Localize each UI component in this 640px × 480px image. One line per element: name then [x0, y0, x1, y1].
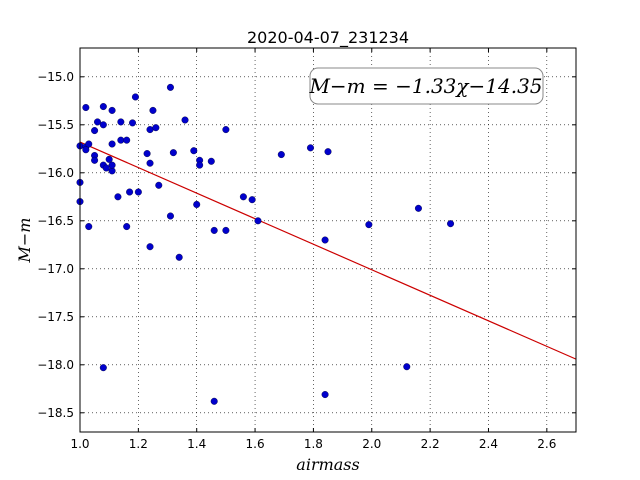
annotation-box: [309, 67, 544, 105]
x-tick-labels: 1.0 1.2 1.4 1.6 1.8 2.0 2.2 2.4 2.6: [70, 437, 556, 451]
y-tick-label: −18.5: [37, 406, 74, 420]
data-point: [102, 164, 110, 172]
x-tick-label: 2.6: [537, 437, 556, 451]
data-point: [143, 150, 151, 158]
data-point: [447, 220, 455, 228]
chart-title: 2020-04-07_231234: [247, 28, 409, 48]
data-point: [321, 391, 329, 399]
data-point: [146, 159, 154, 167]
fit-line-layer: [79, 141, 577, 360]
data-point: [222, 126, 230, 134]
data-point: [131, 93, 139, 101]
data-point: [117, 118, 125, 126]
data-point: [193, 200, 201, 208]
data-points: [76, 83, 455, 405]
data-point: [114, 193, 122, 201]
x-tick-label: 1.6: [246, 437, 265, 451]
data-point: [91, 127, 99, 135]
data-point: [82, 104, 90, 112]
x-tick-label: 2.0: [362, 437, 381, 451]
data-point: [239, 193, 247, 201]
data-point: [99, 364, 107, 372]
plot-frame: [79, 47, 577, 433]
data-point: [306, 144, 314, 152]
data-point: [190, 147, 198, 155]
data-point: [146, 126, 154, 134]
data-point: [222, 226, 230, 234]
data-point: [108, 140, 116, 148]
data-point: [321, 236, 329, 244]
y-tick-label: −17.5: [37, 310, 74, 324]
data-point: [85, 140, 93, 148]
x-tick-label: 1.4: [187, 437, 206, 451]
data-point: [129, 119, 137, 127]
data-point: [123, 223, 131, 231]
data-point: [105, 155, 113, 163]
y-axis-label: M−m: [15, 218, 34, 264]
x-tick-label: 2.2: [421, 437, 440, 451]
data-point: [94, 118, 102, 126]
data-point: [207, 157, 215, 165]
y-tick-label: −16.5: [37, 214, 74, 228]
data-point: [146, 243, 154, 251]
data-point: [149, 106, 157, 114]
data-point: [210, 397, 218, 405]
data-point: [254, 217, 262, 225]
data-point: [181, 116, 189, 124]
y-tick-label: −17.0: [37, 262, 74, 276]
data-point: [117, 136, 125, 144]
data-point: [108, 161, 116, 169]
data-point: [166, 83, 174, 91]
data-point: [196, 161, 204, 169]
data-point: [248, 196, 256, 204]
fit-line: [79, 141, 577, 360]
x-tick-label: 1.8: [304, 437, 323, 451]
data-point: [108, 106, 116, 114]
axis-ticks: [79, 48, 576, 432]
data-point: [403, 363, 411, 371]
data-point: [324, 148, 332, 156]
y-tick-labels: −15.0 −15.5 −16.0 −16.5 −17.0 −17.5 −18.0 −18.5: [37, 70, 74, 420]
data-point: [99, 121, 107, 129]
x-tick-label: 1.0: [70, 437, 89, 451]
data-point: [155, 181, 163, 189]
data-point: [277, 151, 285, 159]
data-point: [82, 146, 90, 154]
y-tick-label: −18.0: [37, 358, 74, 372]
data-point: [91, 156, 99, 164]
data-point: [134, 188, 142, 196]
data-point: [169, 149, 177, 157]
x-axis-label: airmass: [296, 455, 359, 474]
y-tick-label: −15.5: [37, 118, 74, 132]
data-point: [99, 103, 107, 111]
data-point: [365, 221, 373, 229]
x-tick-label: 2.4: [479, 437, 498, 451]
data-point: [166, 212, 174, 220]
x-tick-label: 1.2: [129, 437, 148, 451]
data-point: [175, 253, 183, 261]
y-tick-label: −16.0: [37, 166, 74, 180]
fit-annotation: M−m = −1.33χ−14.35: [308, 67, 544, 105]
data-point: [152, 124, 160, 132]
data-point: [414, 204, 422, 212]
data-point: [123, 136, 131, 144]
data-point: [85, 223, 93, 231]
y-tick-label: −15.0: [37, 70, 74, 84]
data-point: [126, 188, 134, 196]
data-point: [210, 226, 218, 234]
fit-equation-text: M−m = −1.33χ−14.35: [308, 74, 542, 98]
